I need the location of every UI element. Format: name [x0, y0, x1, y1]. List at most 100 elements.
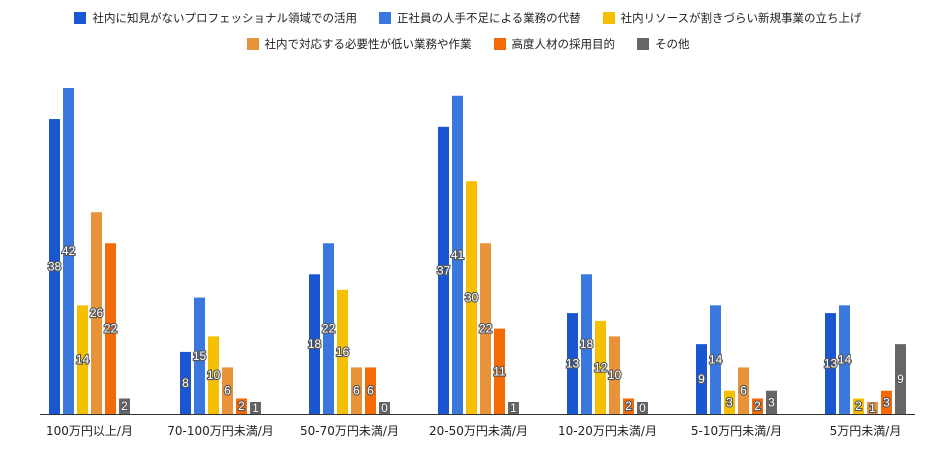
bar [895, 344, 906, 414]
data-label: 11 [493, 364, 506, 378]
data-label: 42 [62, 244, 76, 258]
bar [194, 297, 205, 414]
bar [839, 305, 850, 414]
data-label: 1 [252, 401, 259, 415]
data-label: 0 [639, 401, 646, 415]
data-label: 1 [510, 401, 517, 415]
data-label: 6 [224, 384, 231, 398]
bar [494, 328, 505, 414]
data-label: 3 [768, 395, 775, 409]
data-label: 6 [353, 384, 360, 398]
bar [119, 398, 130, 414]
legend-item: 社内に知見がないプロフェッショナル領域での活用 [74, 10, 357, 26]
data-label: 9 [698, 372, 705, 386]
bar [567, 313, 578, 414]
x-tick-label: 70-100万円未満/月 [167, 424, 274, 438]
data-label: 37 [437, 263, 451, 277]
data-label: 6 [367, 384, 374, 398]
data-label: 26 [90, 306, 104, 320]
data-label: 2 [121, 399, 128, 413]
legend-item: その他 [637, 36, 690, 52]
data-label: 30 [465, 291, 479, 305]
x-tick-label: 5-10万円未満/月 [691, 424, 782, 438]
legend-swatch [637, 38, 649, 50]
data-label: 0 [381, 401, 388, 415]
legend-row-2: 社内で対応する必要性が低い業務や作業 高度人材の採用目的 その他 [0, 36, 936, 52]
bar [49, 119, 60, 415]
bar [63, 88, 74, 414]
data-label: 13 [824, 357, 838, 371]
legend-label: 高度人材の採用目的 [511, 37, 616, 51]
data-label: 10 [207, 368, 221, 382]
bar [637, 402, 648, 414]
data-label: 16 [336, 345, 350, 359]
data-label: 14 [76, 353, 90, 367]
data-label: 2 [754, 399, 761, 413]
x-tick-label: 5万円未満/月 [830, 424, 902, 438]
bar [853, 398, 864, 414]
legend-item: 正社員の人手不足による業務の代替 [378, 10, 581, 26]
legend-item: 高度人材の採用目的 [493, 36, 616, 52]
bar [480, 243, 491, 414]
x-tick-label: 20-50万円未満/月 [429, 424, 528, 438]
data-label: 3 [883, 395, 890, 409]
data-label: 2 [855, 399, 862, 413]
legend-item: 社内で対応する必要性が低い業務や作業 [246, 36, 472, 52]
legend-swatch [493, 38, 506, 50]
legend-label: 社内リソースが割きづらい新規事業の立ち上げ [620, 11, 862, 25]
bar [365, 367, 376, 414]
bar [867, 402, 878, 414]
bar [452, 95, 463, 414]
bar [609, 336, 620, 414]
legend-label: 社内に知見がないプロフェッショナル領域での活用 [92, 11, 357, 25]
data-label: 15 [193, 349, 207, 363]
bar [180, 351, 191, 414]
x-tick-label: 50-70万円未満/月 [300, 424, 399, 438]
bar [250, 402, 261, 414]
data-label: 18 [580, 337, 594, 351]
bar [323, 243, 334, 414]
bar [724, 390, 735, 414]
legend-row-1: 社内に知見がないプロフェッショナル領域での活用 正社員の人手不足による業務の代替… [0, 10, 936, 26]
data-label: 22 [479, 322, 493, 336]
bar [309, 274, 320, 414]
data-label: 2 [238, 399, 245, 413]
data-label: 14 [709, 353, 723, 367]
legend-label: 社内で対応する必要性が低い業務や作業 [264, 37, 472, 51]
data-label: 41 [451, 248, 465, 262]
bar [236, 398, 247, 414]
bar [710, 305, 721, 414]
x-tick-label: 100万円以上/月 [46, 424, 133, 438]
bar [337, 289, 348, 414]
bar [738, 367, 749, 414]
bar [881, 390, 892, 414]
legend-swatch [246, 38, 259, 50]
bar [379, 402, 390, 414]
bar [105, 243, 116, 414]
legend-label: 正社員の人手不足による業務の代替 [396, 11, 581, 25]
data-label: 10 [608, 368, 622, 382]
legend-swatch [378, 12, 391, 24]
bar [696, 344, 707, 414]
data-label: 2 [625, 399, 632, 413]
data-label: 9 [897, 372, 904, 386]
data-label: 18 [308, 337, 322, 351]
bar [466, 181, 477, 414]
bar [595, 320, 606, 414]
bar [77, 305, 88, 414]
data-label: 6 [740, 384, 747, 398]
data-label: 8 [182, 376, 189, 390]
bar [752, 398, 763, 414]
data-label: 3 [726, 395, 733, 409]
bar [623, 398, 634, 414]
bar [766, 390, 777, 414]
legend-swatch [74, 12, 87, 24]
x-tick-label: 10-20万円未満/月 [558, 424, 657, 438]
data-label: 13 [566, 357, 580, 371]
bar [222, 367, 233, 414]
bar [438, 126, 449, 415]
bar [508, 402, 519, 414]
bar [351, 367, 362, 414]
data-label: 38 [48, 260, 62, 274]
